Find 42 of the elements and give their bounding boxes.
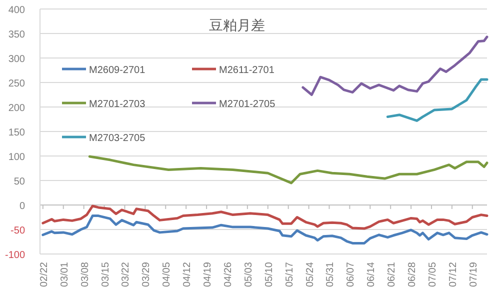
x-tick-label: 05/10 — [264, 262, 275, 288]
x-tick-label: 04/12 — [182, 262, 194, 288]
x-tick-label: 06/21 — [386, 262, 398, 288]
x-tick-label: 05/24 — [304, 262, 316, 288]
y-tick-label: -50 — [10, 226, 26, 236]
x-tick-label: 04/26 — [222, 262, 234, 288]
x-tick-label: 03/01 — [59, 262, 70, 288]
x-tick-label: 05/17 — [284, 262, 296, 288]
y-tick-label: 50 — [14, 176, 26, 188]
x-tick-label: 07/05 — [427, 262, 438, 288]
legend-label: M2611-2701 — [219, 65, 275, 76]
x-tick-label: 07/12 — [448, 262, 459, 288]
y-tick-label: 150 — [8, 128, 26, 138]
x-tick-label: 06/07 — [346, 262, 357, 288]
x-tick-label: 06/28 — [407, 262, 418, 288]
x-tick-label: 07/19 — [468, 262, 480, 288]
y-tick-label: 400 — [8, 5, 26, 16]
line-series — [88, 155, 488, 184]
y-tick-label: 0 — [19, 201, 26, 212]
y-tick-label: 250 — [8, 78, 26, 90]
x-tick-label: 02/22 — [38, 262, 50, 288]
x-tick-label: 03/22 — [120, 262, 132, 288]
line-series — [386, 78, 488, 122]
legend-label: M2609-2701 — [89, 65, 146, 76]
legend-label: M2703-2705 — [89, 133, 146, 144]
text: 豆粕月差 — [209, 17, 265, 33]
y-tick-label: 100 — [8, 152, 26, 163]
x-tick-label: 06/14 — [366, 262, 378, 288]
x-tick-label: 03/08 — [80, 262, 91, 288]
x-tick-label: 05/31 — [325, 262, 336, 288]
y-tick-label: 200 — [8, 103, 26, 114]
legend-label: M2701-2703 — [89, 99, 146, 110]
y-tick-label: 300 — [8, 54, 26, 65]
x-tick-label: 03/29 — [141, 262, 152, 288]
x-tick-label: 04/19 — [202, 262, 214, 288]
x-tick-label: 05/03 — [243, 262, 254, 288]
x-tick-label: 04/05 — [162, 262, 173, 288]
line-series — [302, 36, 488, 96]
y-tick-label: -100 — [4, 250, 26, 261]
y-tick-label: 350 — [8, 30, 26, 40]
legend-label: M2701-2705 — [219, 99, 276, 110]
x-tick-label: 03/15 — [100, 262, 112, 288]
